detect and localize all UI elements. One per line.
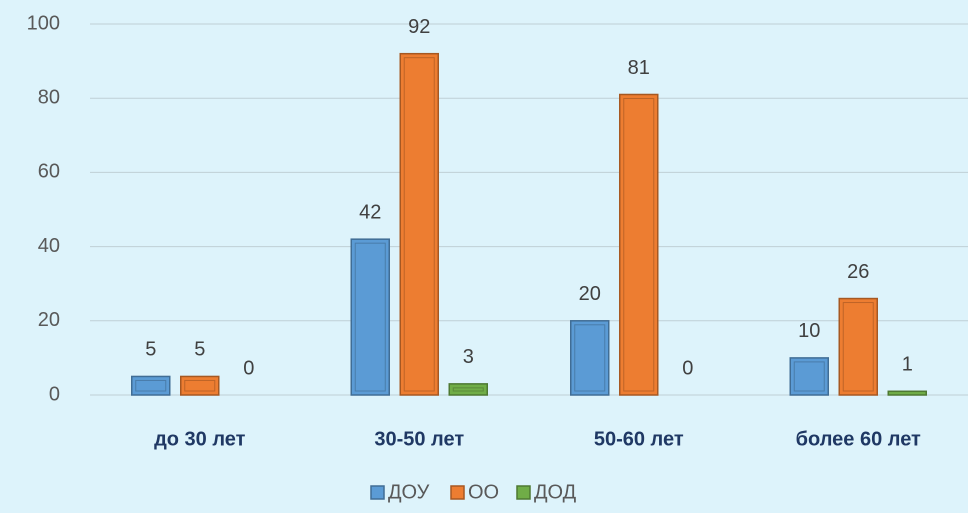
legend-marker [450, 485, 465, 500]
bar [131, 375, 171, 396]
bar-bevel [452, 387, 484, 392]
y-tick-label: 60 [38, 161, 60, 183]
data-label: 0 [243, 357, 254, 379]
y-tick-label: 20 [38, 309, 60, 331]
data-label: 5 [194, 339, 205, 361]
bar-bevel [574, 324, 606, 392]
data-label: 81 [628, 57, 650, 79]
data-label: 5 [145, 339, 156, 361]
bar [838, 297, 878, 396]
x-tick-label: 30-50 лет [374, 428, 464, 450]
bar-bevel [403, 57, 435, 392]
data-label: 1 [902, 354, 913, 376]
y-tick-label: 80 [38, 86, 60, 108]
legend-label: ДОУ [388, 481, 430, 503]
x-tick-label: до 30 лет [154, 428, 246, 450]
data-label: 0 [682, 357, 693, 379]
bar-bevel [793, 361, 825, 392]
bar [448, 383, 488, 396]
bar-bevel [184, 379, 216, 392]
legend-label: ДОД [534, 481, 577, 503]
legend-marker [370, 485, 385, 500]
x-tick-label: 50-60 лет [594, 428, 684, 450]
data-label: 92 [408, 16, 430, 38]
bar [180, 375, 220, 396]
bar [619, 93, 659, 396]
data-label: 3 [463, 346, 474, 368]
bar-bevel [354, 242, 386, 392]
y-tick-label: 100 [27, 12, 60, 34]
y-tick-label: 0 [49, 383, 60, 405]
bar-bevel [623, 97, 655, 392]
bar [399, 52, 439, 396]
x-tick-label: более 60 лет [796, 428, 921, 450]
bar [887, 390, 927, 396]
bar-bevel [135, 379, 167, 392]
y-tick-label: 40 [38, 235, 60, 257]
data-label: 20 [579, 283, 601, 305]
bar [789, 357, 829, 396]
data-label: 42 [359, 201, 381, 223]
bar-bevel [842, 302, 874, 392]
bar [350, 238, 390, 396]
legend-label: ОО [468, 481, 499, 503]
legend-marker [516, 485, 531, 500]
data-label: 26 [847, 261, 869, 283]
data-label: 10 [798, 320, 820, 342]
bar [570, 320, 610, 396]
